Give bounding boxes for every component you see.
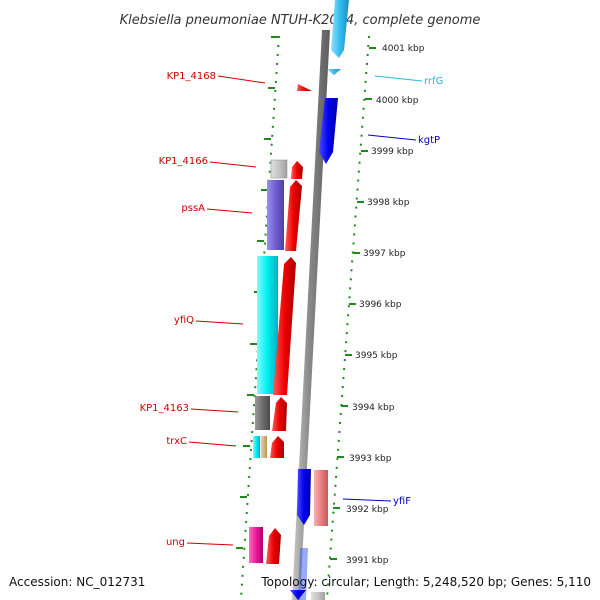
gene-red-long[interactable] <box>273 257 296 395</box>
gene-label-KP1_4163[interactable]: KP1_4163 <box>140 403 189 414</box>
leader-line <box>188 441 237 447</box>
position-label: 3996 kbp <box>359 300 402 310</box>
position-label: 4001 kbp <box>382 44 425 54</box>
gene-rrfG[interactable] <box>327 69 341 75</box>
right-gene-labels: rrfG kgtP yfiF <box>342 75 443 507</box>
position-label: 3993 kbp <box>349 454 392 464</box>
gene-red-small-2[interactable] <box>272 397 287 431</box>
leader-line <box>186 542 234 546</box>
gene-KP1_4168[interactable] <box>297 84 312 91</box>
position-labels: 4001 kbp 4000 kbp 3999 kbp 3998 kbp 3997… <box>346 44 425 566</box>
gene-label-yfiF[interactable]: yfiF <box>393 496 411 507</box>
gene-yfiQ[interactable] <box>257 256 278 394</box>
genome-backbone <box>292 30 330 600</box>
gene-yfiF[interactable] <box>297 469 311 525</box>
gene-grey-bottom[interactable] <box>311 592 325 600</box>
gene-label-rrfG[interactable]: rrfG <box>424 76 443 87</box>
map-title: Klebsiella pneumoniae NTUH-K2044, comple… <box>120 13 481 28</box>
gene-red-small-4[interactable] <box>266 528 281 564</box>
gene-red-psd[interactable] <box>285 180 302 251</box>
leader-line <box>374 75 423 82</box>
gene-trxC[interactable] <box>253 436 260 458</box>
left-tick-rail <box>236 35 280 599</box>
gene-kgtP[interactable] <box>319 98 338 164</box>
gene-sky-top[interactable] <box>331 0 349 58</box>
gene-label-pssA[interactable]: pssA <box>181 203 205 214</box>
gene-label-kgtP[interactable]: kgtP <box>418 135 440 146</box>
accession-text: Accession: NC_012731 <box>9 575 145 589</box>
gene-label-ung[interactable]: ung <box>166 537 185 548</box>
gene-ung[interactable] <box>249 527 263 563</box>
gene-tan[interactable] <box>261 436 267 458</box>
leader-line <box>217 75 266 84</box>
gene-KP1_4166[interactable] <box>270 159 288 179</box>
leader-line <box>209 161 257 168</box>
left-gene-labels: KP1_4168 KP1_4166 pssA yfiQ KP1_4163 trx… <box>140 71 266 548</box>
position-label: 3992 kbp <box>346 505 389 515</box>
leader-line <box>195 320 244 325</box>
position-label: 3991 kbp <box>346 556 389 566</box>
position-label: 3995 kbp <box>355 351 398 361</box>
gene-blue-bottom[interactable] <box>290 590 306 600</box>
reverse-strand-genes <box>290 0 349 600</box>
leader-line <box>367 134 417 141</box>
gene-pssA[interactable] <box>267 180 284 250</box>
gene-red-small[interactable] <box>291 161 303 179</box>
gene-label-KP1_4166[interactable]: KP1_4166 <box>159 156 208 167</box>
gene-KP1_4163[interactable] <box>255 396 270 430</box>
position-label: 3997 kbp <box>363 249 406 259</box>
position-label: 3999 kbp <box>371 147 414 157</box>
position-label: 3994 kbp <box>352 403 395 413</box>
forward-strand-genes <box>249 84 312 564</box>
topology-text: Topology: circular; Length: 5,248,520 bp… <box>260 575 591 589</box>
leader-line <box>342 498 392 502</box>
position-label: 4000 kbp <box>376 96 419 106</box>
position-label: 3998 kbp <box>367 198 410 208</box>
gene-red-small-3[interactable] <box>270 436 284 458</box>
leader-line <box>206 208 253 214</box>
right-tick-rail <box>326 35 376 599</box>
gene-label-KP1_4168[interactable]: KP1_4168 <box>167 71 216 82</box>
leader-line <box>190 408 239 413</box>
gene-label-yfiQ[interactable]: yfiQ <box>174 315 194 326</box>
gene-label-trxC[interactable]: trxC <box>166 436 187 447</box>
gene-salmon[interactable] <box>314 470 328 526</box>
